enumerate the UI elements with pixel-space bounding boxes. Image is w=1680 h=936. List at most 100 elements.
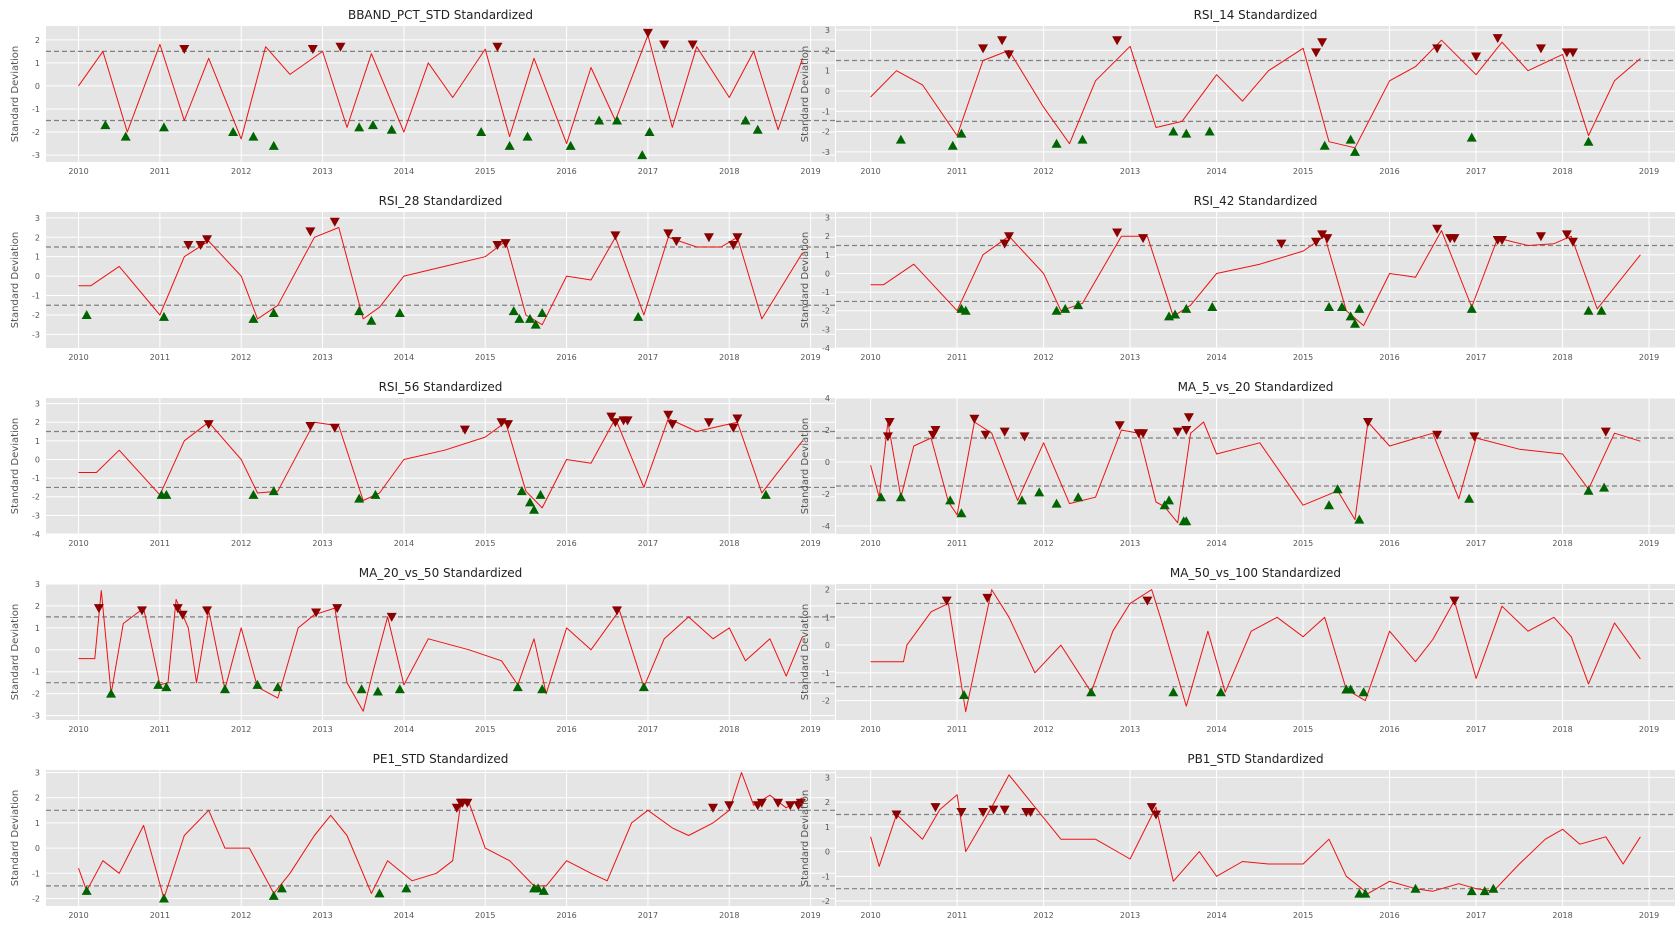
sell-signal-marker [882,432,893,442]
buy-signal-marker [1599,482,1610,492]
sell-signal-marker [503,420,514,430]
x-tick-label: 2017 [638,539,658,548]
sell-signal-marker [451,803,462,813]
buy-signal-marker [1345,311,1356,321]
buy-signal-marker [1051,305,1062,315]
sell-signal-marker [1003,50,1014,60]
buy-signal-marker [1060,303,1071,313]
sell-signal-marker [492,42,503,52]
series-line [870,774,1641,895]
y-tick-label: 1 [825,251,830,260]
sell-signal-marker [335,42,346,52]
sell-signal-marker [978,808,989,818]
buy-signal-marker [760,489,771,499]
buy-signal-marker [372,686,383,696]
x-tick-label: 2018 [1552,353,1572,362]
buy-signal-marker [524,497,535,507]
buy-signal-marker [508,306,519,316]
sell-signal-marker [1142,596,1153,606]
sell-signal-marker [1172,427,1183,437]
plot-background [46,212,835,348]
x-tick-label: 2010 [860,725,880,734]
x-tick-label: 2014 [1206,911,1226,920]
plot-background [836,212,1675,348]
sell-signal-marker [203,420,214,430]
x-tick-label: 2018 [1552,167,1572,176]
y-tick-label: -4 [32,530,40,539]
x-tick-label: 2013 [312,725,332,734]
x-tick-label: 2013 [1120,539,1140,548]
x-tick-label: 2012 [1033,725,1053,734]
buy-signal-marker [252,679,263,689]
sell-signal-marker [1449,234,1460,244]
series-line [870,421,1641,524]
sell-signal-marker [177,610,188,620]
buy-signal-marker [956,128,967,138]
y-tick-label: 4 [825,394,830,403]
y-tick-label: -3 [822,148,830,157]
sell-signal-marker [462,798,473,808]
sell-signal-marker [332,604,343,614]
sell-signal-marker [732,233,743,243]
buy-signal-marker [1410,883,1421,893]
sell-signal-marker [612,606,623,616]
x-tick-label: 2010 [68,725,88,734]
buy-signal-marker [276,883,287,893]
y-tick-label: 1 [825,613,830,622]
y-tick-label: 0 [35,844,40,853]
sell-signal-marker [311,608,322,618]
sell-signal-marker [667,420,678,430]
y-tick-label: 1 [35,624,40,633]
x-tick-label: 2012 [1033,353,1053,362]
buy-signal-marker [524,313,535,323]
sell-signal-marker [756,798,767,808]
y-tick-label: 1 [35,437,40,446]
x-tick-label: 2013 [1120,167,1140,176]
series-line [870,230,1641,327]
buy-signal-marker [272,682,283,692]
buy-signal-marker [354,122,365,132]
buy-signal-marker [1324,302,1335,312]
x-tick-label: 2018 [719,911,739,920]
sell-signal-marker [1362,418,1373,427]
sell-signal-marker [183,241,194,251]
sell-signal-marker [707,803,718,813]
sell-signal-marker [179,45,190,55]
x-tick-label: 2010 [68,167,88,176]
sell-signal-marker [1322,234,1333,244]
sell-signal-marker [999,427,1010,437]
x-tick-label: 2014 [394,167,414,176]
x-tick-label: 2016 [556,725,576,734]
x-tick-label: 2011 [947,539,967,548]
buy-signal-marker [158,122,169,132]
x-tick-label: 2010 [860,539,880,548]
series-line [78,772,803,899]
x-tick-label: 2013 [1120,725,1140,734]
buy-signal-marker [947,140,958,150]
buy-signal-marker [1168,687,1179,697]
y-axis-label: Standard Deviation [800,604,811,701]
x-tick-label: 2019 [1639,725,1659,734]
sell-signal-marker [732,414,743,424]
x-tick-label: 2018 [1552,539,1572,548]
buy-signal-marker [1181,516,1192,526]
sell-signal-marker [703,233,714,243]
buy-signal-marker [1583,485,1594,495]
sell-signal-marker [305,227,316,237]
y-tick-label: -1 [822,107,830,116]
x-tick-label: 2015 [1293,911,1313,920]
x-tick-label: 2018 [1552,911,1572,920]
y-tick-label: 2 [825,46,830,55]
buy-signal-marker [1349,146,1360,156]
x-tick-label: 2012 [1033,167,1053,176]
sell-signal-marker [642,28,653,38]
subplot-title: MA_20_vs_50 Standardized [359,566,523,580]
buy-signal-marker [1466,303,1477,313]
sell-signal-marker [1112,228,1123,238]
buy-signal-marker [370,489,381,499]
x-tick-label: 2014 [1206,353,1226,362]
x-tick-label: 2011 [150,353,170,362]
